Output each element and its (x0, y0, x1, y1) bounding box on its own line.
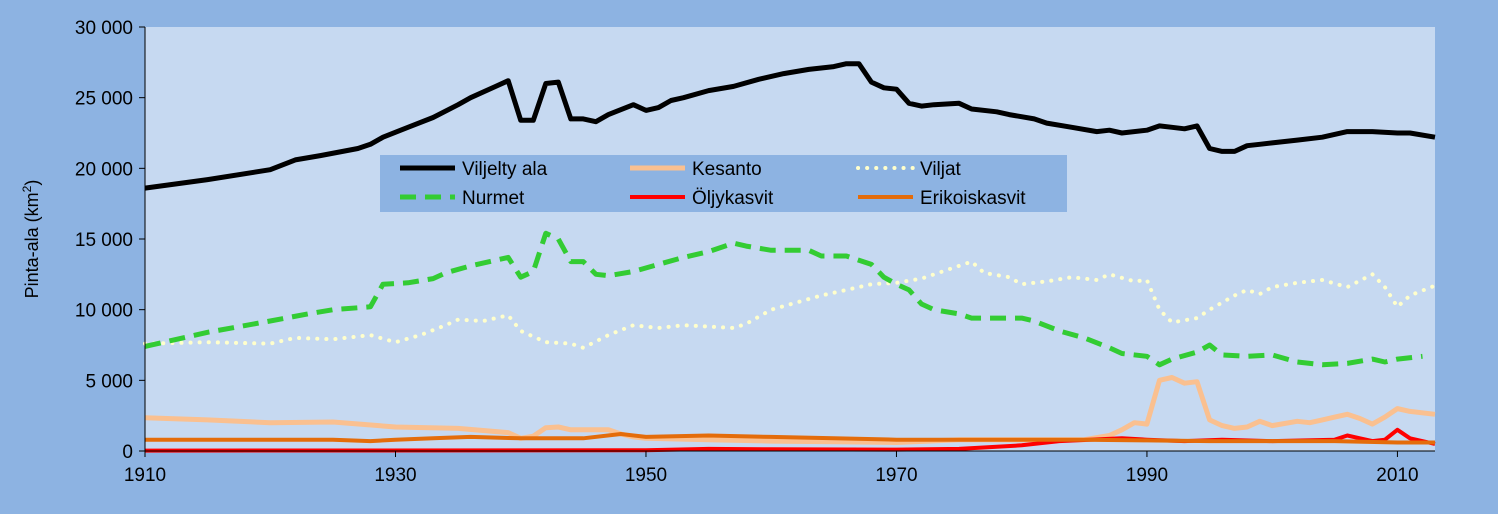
series-line-erikoiskasvit (145, 432, 1435, 445)
x-tick-label: 1910 (124, 465, 166, 486)
y-axis-label-main: Pinta-ala (km (22, 192, 42, 298)
legend-label-oljykasvit: Öljykasvit (692, 188, 774, 209)
legend-label-viljelty-ala: Viljelty ala (462, 159, 548, 180)
x-tick-label: 1970 (875, 465, 917, 486)
y-axis-label-superscript: 2 (20, 185, 34, 192)
legend: Viljelty ala Kesanto Viljat Nurmet Öljykasvi… (380, 155, 1067, 212)
y-tick-label: 10 000 (75, 301, 133, 322)
legend-label-viljat: Viljat (920, 159, 962, 180)
y-tick-label: 0 (122, 442, 133, 463)
series-line-nurmet (144, 230, 1423, 368)
x-tick-label: 1930 (374, 465, 416, 486)
x-tick-label: 1950 (625, 465, 667, 486)
x-tick-label: 1990 (1126, 465, 1168, 486)
legend-box (380, 155, 1067, 212)
series-line-kesanto (144, 375, 1436, 445)
y-tick-label: 30 000 (75, 18, 133, 39)
series-line-viljat (143, 259, 1437, 350)
legend-label-nurmet: Nurmet (462, 188, 525, 209)
legend-label-erikoiskasvit: Erikoiskasvit (920, 188, 1026, 209)
y-axis-label: Pinta-ala (km2) (20, 180, 42, 299)
x-tick-label: 2010 (1376, 465, 1418, 486)
y-tick-label: 25 000 (75, 89, 133, 110)
y-tick-label: 5 000 (85, 371, 133, 392)
plot-area (145, 27, 1435, 451)
axis-layer: 0 5 000 10 000 15 000 20 000 25 000 30 000 1910… (75, 18, 1435, 486)
series-layer (143, 61, 1437, 453)
y-axis-label-close: ) (22, 180, 42, 186)
series-line-viljelty-ala (144, 61, 1436, 191)
y-tick-label: 15 000 (75, 230, 133, 251)
legend-label-kesanto: Kesanto (692, 159, 762, 180)
y-tick-label: 20 000 (75, 159, 133, 180)
